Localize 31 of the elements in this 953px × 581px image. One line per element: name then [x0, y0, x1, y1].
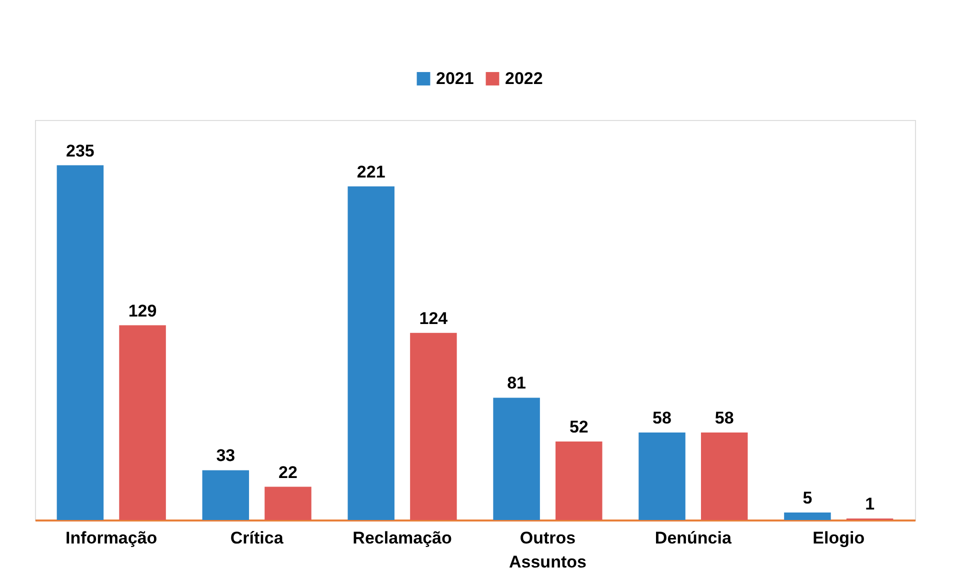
bar: [556, 442, 602, 520]
bar: [119, 325, 166, 520]
data-label: 33: [216, 446, 236, 466]
legend-label: 2022: [505, 68, 543, 88]
x-tick-label: Reclamação: [352, 528, 452, 548]
x-tick-label: Informação: [66, 528, 158, 548]
data-label: 58: [714, 408, 734, 428]
data-label: 52: [569, 418, 588, 437]
data-label: 129: [128, 301, 157, 320]
data-label: 1: [865, 494, 875, 514]
x-tick-label: Crítica: [230, 528, 284, 548]
bar: [410, 332, 457, 520]
bar: [264, 486, 312, 520]
bar: [638, 432, 686, 520]
data-label: 81: [507, 374, 526, 393]
bar: [348, 186, 394, 520]
x-tick-label: Outros Assuntos: [508, 528, 586, 572]
x-tick-label: Denúncia: [654, 528, 732, 548]
data-label: 124: [419, 308, 448, 328]
legend-label: 2021: [436, 68, 474, 88]
data-label: 235: [66, 141, 94, 160]
data-label: 22: [278, 462, 298, 482]
bar: [784, 512, 831, 520]
bar: [493, 398, 540, 520]
bar: [700, 432, 748, 520]
data-label: 5: [802, 488, 812, 508]
data-label: 58: [652, 408, 672, 428]
bar: [202, 470, 250, 520]
bar: [56, 165, 104, 520]
data-label: 221: [356, 162, 386, 182]
x-tick-label: Elogio: [812, 528, 865, 548]
